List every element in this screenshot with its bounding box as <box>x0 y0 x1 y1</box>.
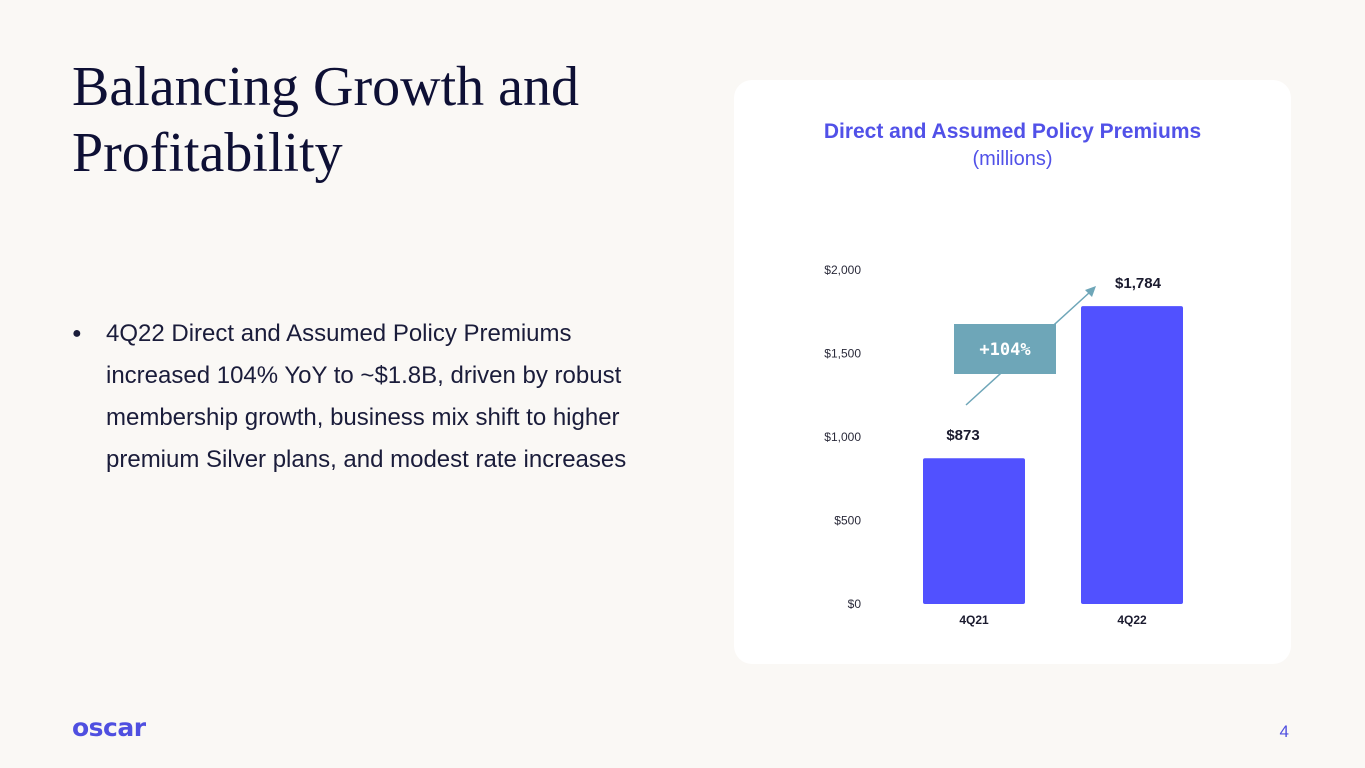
bullet-list: ● 4Q22 Direct and Assumed Policy Premium… <box>72 313 642 481</box>
y-tick-label: $2,000 <box>824 263 861 277</box>
growth-annotation-label: +104% <box>979 340 1031 360</box>
y-tick-label: $1,000 <box>824 430 861 444</box>
data-label: $1,784 <box>1115 275 1162 292</box>
x-tick-label: 4Q22 <box>1117 613 1147 627</box>
bar <box>1081 306 1183 604</box>
bullet-text: 4Q22 Direct and Assumed Policy Premiums … <box>106 320 627 473</box>
chart-title: Direct and Assumed Policy Premiums <box>823 120 1202 143</box>
page-number: 4 <box>1279 722 1289 741</box>
chart-subtitle: (millions) <box>972 148 1053 170</box>
oscar-logo: oscar <box>72 713 146 742</box>
data-label: $873 <box>946 427 979 444</box>
x-tick-label: 4Q21 <box>959 613 989 627</box>
y-tick-label: $1,500 <box>824 347 861 361</box>
bar <box>923 458 1025 604</box>
y-tick-label: $500 <box>834 514 861 528</box>
chart-card: Direct and Assumed Policy Premiums (mill… <box>734 80 1291 664</box>
y-tick-label: $0 <box>848 597 862 611</box>
bullet-item: ● 4Q22 Direct and Assumed Policy Premium… <box>72 313 642 481</box>
bar-chart: $0 $500 $1,000 $1,500 $2,000 4Q21 $873 4Q22 $1,7… <box>824 263 1183 627</box>
slide-title: Balancing Growth and Profitability <box>72 56 579 184</box>
bullet-icon: ● <box>72 325 82 342</box>
growth-annotation-box <box>954 324 1056 374</box>
arrow-head-icon <box>1085 286 1096 297</box>
